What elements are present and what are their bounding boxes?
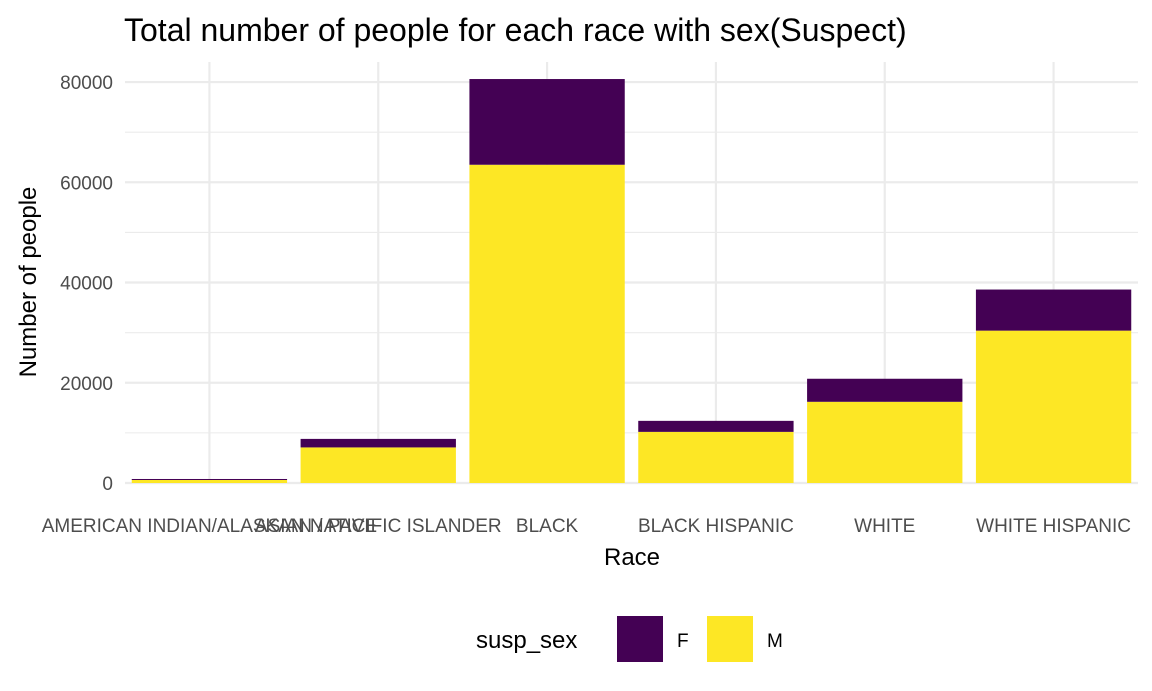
legend-label-f: F	[677, 631, 689, 652]
y-tick-label: 40000	[60, 274, 113, 295]
bar-m-4	[638, 431, 794, 483]
bars	[131, 79, 1132, 483]
bar-f-1	[131, 478, 288, 480]
y-tick-label: 60000	[60, 173, 113, 194]
bar-m-1	[131, 479, 288, 483]
bar-m-3	[469, 164, 625, 483]
bar-f-6	[975, 289, 1132, 331]
legend: susp_sex F M	[476, 616, 783, 662]
x-tick-label: BLACK	[516, 516, 579, 537]
bar-f-3	[469, 79, 625, 165]
x-tick-label: WHITE HISPANIC	[976, 516, 1131, 537]
bar-m-5	[807, 401, 963, 483]
x-tick-label: WHITE	[854, 516, 915, 537]
y-axis-ticks: 0 20000 40000 60000 80000	[60, 73, 113, 495]
legend-swatch-m	[707, 616, 753, 662]
y-tick-label: 20000	[60, 374, 113, 395]
legend-swatch-f	[617, 616, 663, 662]
x-tick-label: AMERICAN INDIAN/ALASKAN NATIVE	[42, 516, 377, 537]
bar-f-2	[300, 438, 456, 448]
x-axis-title: Race	[604, 544, 660, 571]
y-axis-title: Number of people	[15, 187, 42, 378]
x-tick-label: ASIAN / PACIFIC ISLANDER	[255, 516, 502, 537]
legend-label-m: M	[767, 631, 783, 652]
bar-m-2	[300, 447, 456, 483]
chart-title: Total number of people for each race wit…	[124, 12, 907, 48]
bar-f-4	[638, 420, 794, 432]
y-tick-label: 0	[102, 474, 113, 495]
y-tick-label: 80000	[60, 73, 113, 94]
bar-m-6	[975, 330, 1132, 483]
x-tick-label: BLACK HISPANIC	[638, 516, 794, 537]
legend-title: susp_sex	[476, 627, 577, 654]
bar-f-5	[807, 378, 963, 402]
